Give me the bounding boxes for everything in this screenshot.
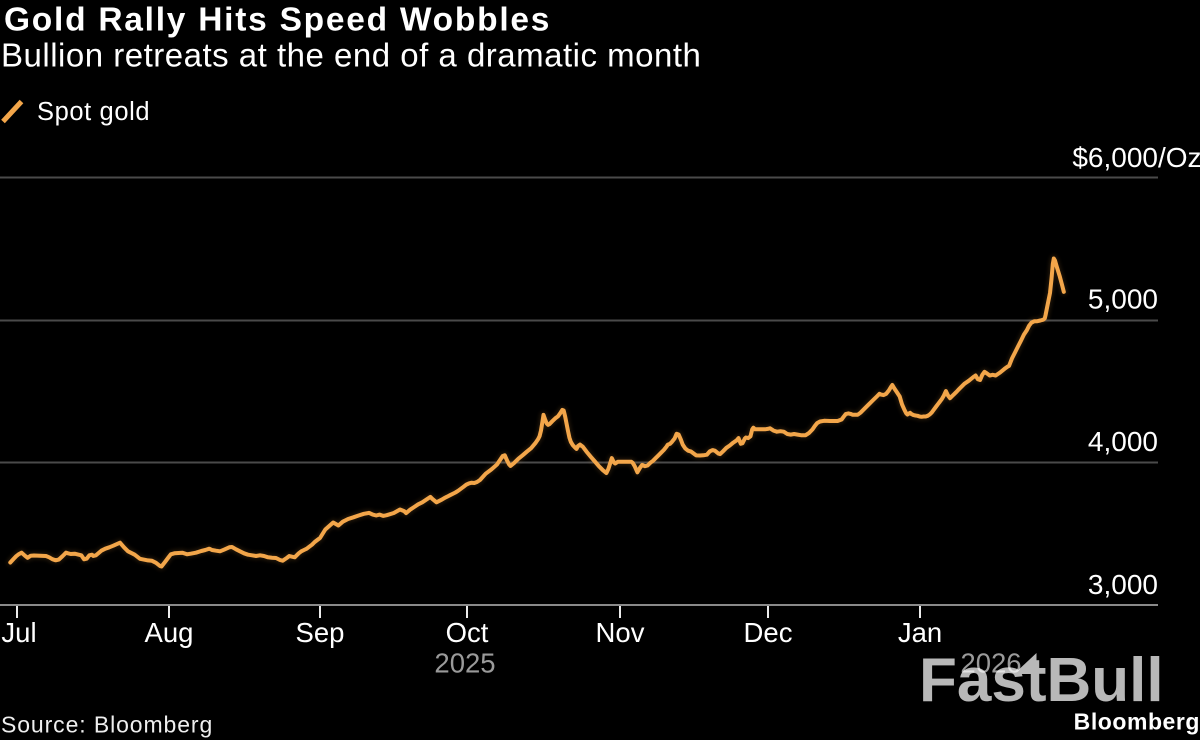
svg-text:/Oz: /Oz [1158, 142, 1200, 173]
svg-text:Dec: Dec [744, 617, 793, 648]
svg-text:Oct: Oct [446, 617, 489, 648]
svg-text:Gold Rally Hits Speed Wobbles: Gold Rally Hits Speed Wobbles [4, 2, 551, 39]
svg-text:Jul: Jul [1, 617, 36, 648]
svg-text:2026: 2026 [960, 648, 1021, 679]
svg-text:4,000: 4,000 [1088, 426, 1158, 457]
svg-text:Aug: Aug [145, 617, 194, 648]
svg-text:Sep: Sep [296, 617, 345, 648]
svg-text:Bullion retreats at the end of: Bullion retreats at the end of a dramati… [1, 37, 701, 74]
svg-text:$6,000: $6,000 [1072, 142, 1158, 173]
svg-text:3,000: 3,000 [1088, 569, 1158, 600]
svg-text:FastBull: FastBull [919, 646, 1164, 715]
svg-text:Spot gold: Spot gold [37, 98, 150, 126]
svg-text:Bloomberg: Bloomberg [1074, 709, 1200, 735]
svg-text:2025: 2025 [434, 648, 495, 679]
svg-text:Source: Bloomberg: Source: Bloomberg [1, 712, 213, 738]
svg-text:Nov: Nov [596, 617, 645, 648]
svg-text:Jan: Jan [898, 617, 942, 648]
svg-text:5,000: 5,000 [1088, 283, 1158, 314]
